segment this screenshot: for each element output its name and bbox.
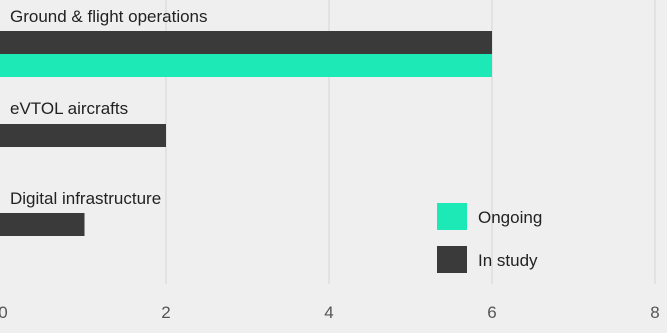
legend-swatch-ongoing [437,203,467,230]
category-labels: Ground & flight operations eVTOL aircraf… [10,7,208,208]
bars-group [0,31,492,236]
x-tick-label-6: 6 [487,303,496,322]
bar-in-study-ground-flight-operations [0,31,492,54]
bar-in-study-digital-infrastructure [0,213,85,236]
x-tick-label-4: 4 [324,303,333,322]
x-tick-label-8: 8 [650,303,659,322]
legend-swatch-in-study [437,246,467,273]
x-axis-ticks: 0 2 4 6 8 [0,303,660,322]
legend-label-in-study: In study [478,251,538,270]
category-label-ground-flight-operations: Ground & flight operations [10,7,208,26]
bar-ongoing-ground-flight-operations [0,54,492,77]
x-tick-label-2: 2 [161,303,170,322]
legend: Ongoing In study [437,203,542,273]
bar-in-study-evtol-aircrafts [0,124,166,147]
legend-label-ongoing: Ongoing [478,208,542,227]
x-tick-label-0: 0 [0,303,8,322]
category-label-digital-infrastructure: Digital infrastructure [10,189,161,208]
category-label-evtol-aircrafts: eVTOL aircrafts [10,99,128,118]
